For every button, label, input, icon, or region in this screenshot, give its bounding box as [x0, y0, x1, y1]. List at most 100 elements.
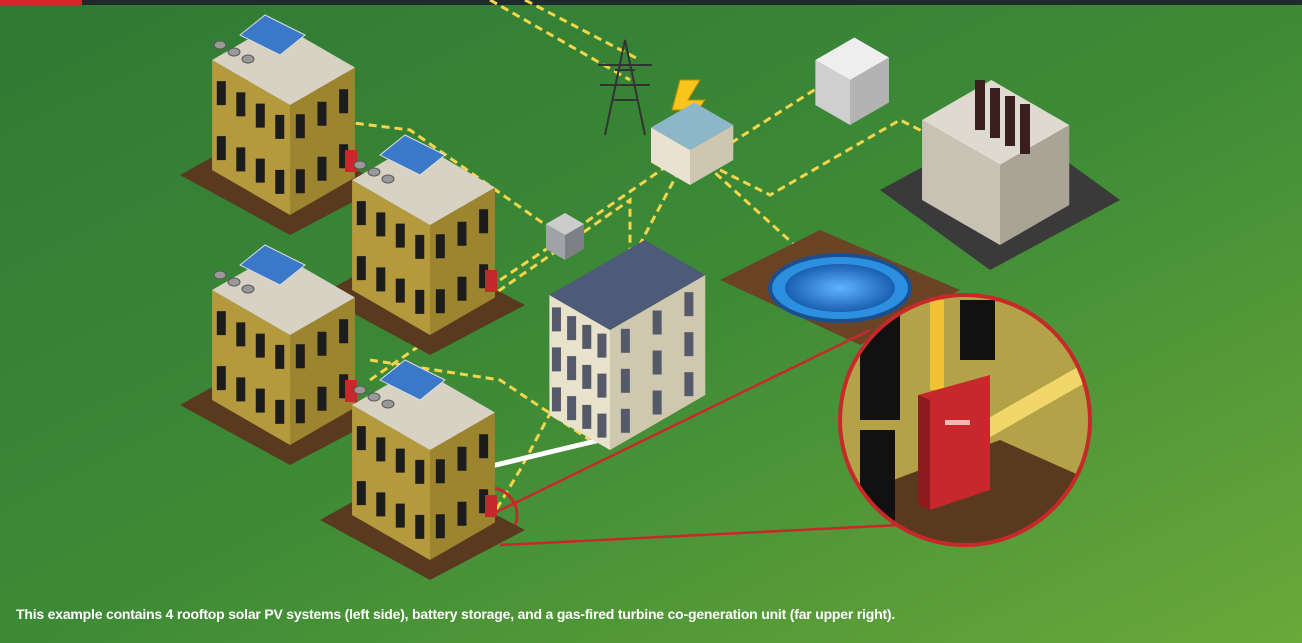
vent	[227, 47, 241, 57]
stack	[1005, 96, 1015, 146]
window	[295, 399, 305, 424]
house-top	[212, 22, 355, 105]
window	[415, 234, 425, 259]
window	[395, 503, 405, 528]
window	[582, 404, 592, 429]
window	[415, 289, 425, 314]
top-tab	[0, 0, 82, 5]
window	[339, 319, 349, 344]
window	[457, 446, 467, 471]
vent	[381, 174, 395, 184]
solar-building	[180, 14, 385, 235]
window	[295, 114, 305, 139]
window	[652, 390, 662, 415]
window	[216, 311, 226, 336]
window	[684, 332, 694, 357]
window	[216, 81, 226, 106]
window	[339, 144, 349, 169]
window	[216, 366, 226, 391]
window	[684, 292, 694, 317]
window	[236, 377, 246, 402]
substation-right	[690, 125, 734, 185]
window	[236, 92, 246, 117]
window	[479, 264, 489, 289]
inverter	[345, 150, 357, 172]
window	[275, 344, 285, 369]
window	[684, 372, 694, 397]
window	[551, 307, 561, 332]
window	[356, 481, 366, 506]
top-bar	[0, 0, 1302, 5]
house-left	[212, 60, 290, 215]
house-right	[290, 67, 355, 215]
window	[216, 136, 226, 161]
vent	[353, 160, 367, 170]
vent	[353, 385, 367, 395]
window	[597, 413, 607, 438]
window	[236, 322, 246, 347]
substation-left	[651, 127, 690, 185]
line	[719, 78, 941, 197]
window	[457, 276, 467, 301]
house-top	[212, 252, 355, 335]
window	[567, 316, 577, 341]
window	[339, 374, 349, 399]
window	[356, 426, 366, 451]
solar-panel	[379, 134, 446, 176]
solar-building	[320, 134, 525, 355]
solar-panel	[239, 14, 306, 56]
line	[489, 0, 641, 82]
factory-left	[922, 120, 1000, 245]
window	[597, 333, 607, 358]
path	[474, 437, 601, 473]
window	[376, 267, 386, 292]
line	[329, 118, 561, 237]
vent	[227, 277, 241, 287]
inverter	[485, 495, 497, 517]
stack	[1020, 104, 1030, 154]
caption: This example contains 4 rooftop solar PV…	[16, 606, 896, 622]
window	[479, 489, 489, 514]
vent	[241, 54, 255, 64]
window	[356, 256, 366, 281]
inverter	[485, 270, 497, 292]
window	[395, 223, 405, 248]
house-right	[290, 297, 355, 445]
vent	[367, 167, 381, 177]
window	[620, 368, 630, 393]
window	[620, 328, 630, 353]
window	[376, 492, 386, 517]
pond-water	[785, 264, 895, 312]
stack	[990, 88, 1000, 138]
window	[582, 324, 592, 349]
window	[435, 459, 445, 484]
window	[415, 459, 425, 484]
window	[236, 147, 246, 172]
battery-top	[815, 37, 889, 80]
transformer-top	[545, 213, 585, 235]
house-left	[352, 180, 430, 335]
battery-left	[815, 60, 850, 125]
window	[395, 278, 405, 303]
vent	[367, 392, 381, 402]
infrastructure	[545, 37, 1120, 270]
vent	[241, 284, 255, 294]
solar-building	[320, 359, 525, 580]
window	[255, 158, 265, 183]
window	[317, 101, 327, 126]
zoom-line	[479, 328, 871, 522]
hall-left	[549, 295, 610, 450]
zoom-circle	[838, 293, 1092, 547]
house-right	[430, 412, 495, 560]
window	[395, 448, 405, 473]
window	[317, 386, 327, 411]
hall	[549, 240, 706, 450]
house-right	[430, 187, 495, 335]
house-top	[352, 367, 495, 450]
window	[356, 201, 366, 226]
window	[275, 169, 285, 194]
window	[652, 310, 662, 335]
transformer-left	[545, 224, 565, 260]
window	[652, 350, 662, 375]
